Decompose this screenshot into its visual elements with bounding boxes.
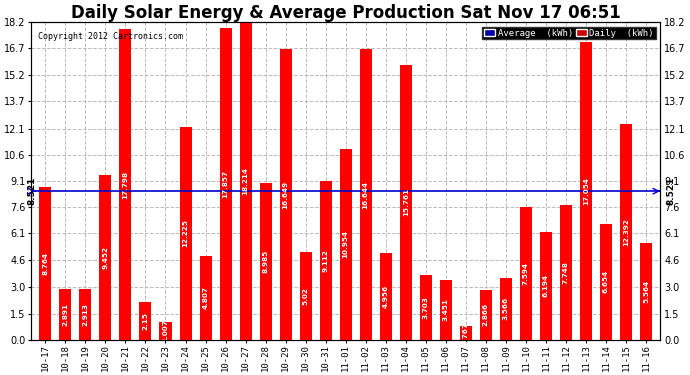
Text: 12.225: 12.225: [183, 219, 188, 247]
Text: 5.564: 5.564: [643, 280, 649, 303]
Text: 1.007: 1.007: [163, 320, 168, 342]
Text: 7.594: 7.594: [523, 262, 529, 285]
Text: 16.644: 16.644: [363, 181, 368, 209]
Bar: [39, 187, 51, 340]
Bar: [259, 183, 272, 340]
Text: 8.985: 8.985: [263, 250, 268, 273]
Text: 9.112: 9.112: [323, 249, 328, 272]
Text: 4.807: 4.807: [203, 286, 208, 309]
Bar: [460, 326, 472, 340]
Bar: [359, 50, 372, 340]
Bar: [79, 289, 91, 340]
Bar: [119, 29, 132, 340]
Bar: [299, 252, 312, 340]
Text: 6.654: 6.654: [603, 270, 609, 293]
Bar: [339, 149, 352, 340]
Bar: [640, 243, 652, 340]
Bar: [420, 275, 432, 340]
Bar: [520, 207, 532, 340]
Bar: [560, 205, 572, 340]
Title: Daily Solar Energy & Average Production Sat Nov 17 06:51: Daily Solar Energy & Average Production …: [71, 4, 620, 22]
Text: 2.15: 2.15: [142, 312, 148, 330]
Text: 10.954: 10.954: [343, 230, 348, 258]
Bar: [99, 175, 112, 340]
Text: 2.866: 2.866: [483, 303, 489, 326]
Text: 0.767: 0.767: [463, 322, 469, 345]
Text: Copyright 2012 Cartronics.com: Copyright 2012 Cartronics.com: [38, 32, 183, 41]
Bar: [239, 22, 252, 340]
Bar: [600, 224, 612, 340]
Bar: [480, 290, 492, 340]
Bar: [59, 290, 71, 340]
Bar: [620, 124, 632, 340]
Bar: [540, 232, 552, 340]
Text: 18.214: 18.214: [243, 167, 248, 195]
Text: 8.764: 8.764: [42, 252, 48, 275]
Text: 5.02: 5.02: [303, 287, 308, 305]
Text: 3.703: 3.703: [423, 296, 428, 319]
Bar: [159, 322, 172, 340]
Text: 16.649: 16.649: [283, 180, 288, 209]
Text: 2.913: 2.913: [82, 303, 88, 326]
Bar: [400, 65, 412, 340]
Text: 6.194: 6.194: [543, 274, 549, 297]
Bar: [580, 42, 592, 340]
Bar: [500, 278, 512, 340]
Text: 7.748: 7.748: [563, 261, 569, 284]
Bar: [199, 256, 212, 340]
Text: 17.798: 17.798: [122, 171, 128, 199]
Bar: [219, 28, 232, 340]
Text: 8.521: 8.521: [667, 177, 676, 206]
Bar: [440, 280, 452, 340]
Text: 3.566: 3.566: [503, 297, 509, 320]
Text: 3.451: 3.451: [443, 298, 448, 321]
Bar: [279, 50, 292, 340]
Bar: [380, 254, 392, 340]
Text: 9.452: 9.452: [102, 246, 108, 269]
Text: 8.521: 8.521: [27, 177, 37, 206]
Text: 4.956: 4.956: [383, 285, 388, 308]
Bar: [179, 126, 192, 340]
Legend: Average  (kWh), Daily  (kWh): Average (kWh), Daily (kWh): [482, 27, 656, 39]
Text: 15.761: 15.761: [403, 188, 408, 216]
Bar: [139, 302, 152, 340]
Text: 12.392: 12.392: [623, 218, 629, 246]
Text: 17.857: 17.857: [223, 170, 228, 198]
Text: 17.054: 17.054: [583, 177, 589, 205]
Text: 2.891: 2.891: [62, 303, 68, 326]
Bar: [319, 181, 332, 340]
